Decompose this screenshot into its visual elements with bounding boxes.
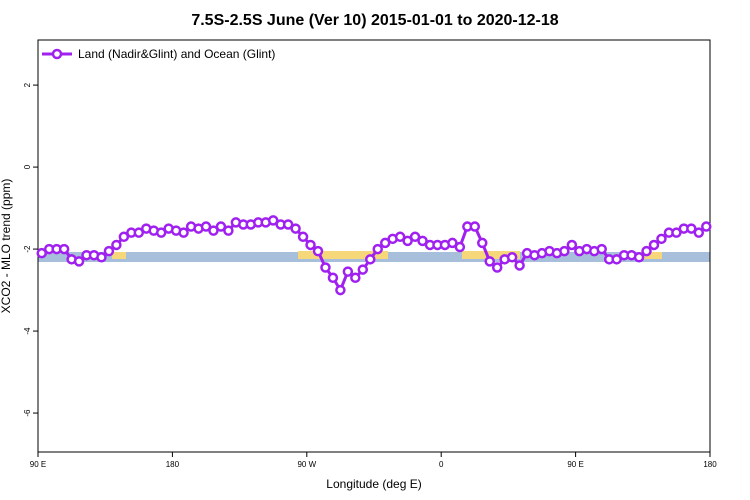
data-point [350,272,361,284]
data-point [379,237,391,249]
data-point [357,264,369,275]
data-point [596,243,607,255]
data-point [312,245,324,257]
y-tick-label: -6 [23,409,32,417]
data-point [223,225,234,236]
data-point [641,245,652,257]
data-point [656,233,667,245]
data-point [305,239,316,251]
chart-title: 7.5S-2.5S June (Ver 10) 2015-01-01 to 20… [191,12,558,29]
land-strip [112,252,126,259]
legend-label: Land (Nadir&Glint) and Ocean (Glint) [78,47,275,61]
data-point [469,221,481,232]
data-point [133,227,145,238]
data-point [372,243,383,255]
land-strip [640,252,662,259]
land-strip [298,251,388,259]
data-point [297,231,309,243]
x-tick-label: 90 W [297,460,316,469]
data-point [506,252,518,263]
data-point [633,252,645,263]
data-point [215,221,227,232]
data-point [342,266,354,277]
data-point [208,225,219,236]
data-point [267,215,279,226]
data-point [36,247,47,259]
y-tick-label: -4 [23,327,32,335]
y-axis-label: XCO2 - MLO trend (ppm) [0,179,13,314]
data-point [671,227,682,238]
data-point [417,235,428,247]
data-point [200,221,212,232]
x-tick-label: 90 E [567,460,583,469]
data-point [514,260,525,271]
data-point [447,237,458,249]
legend-marker [51,48,63,60]
data-point [402,235,413,247]
data-point [290,223,301,234]
y-tick-label: -2 [23,245,32,253]
data-point [103,245,115,257]
y-tick-label: 0 [23,164,32,169]
data-point [693,227,705,238]
data-point [327,272,339,284]
data-point [365,254,376,265]
data-point [686,223,697,234]
data-point [566,239,578,251]
data-point [73,256,85,267]
y-tick-label: 2 [23,82,32,87]
data-point [648,239,660,251]
data-point [484,256,495,267]
x-tick-label: 180 [166,460,180,469]
data-point [394,231,406,243]
data-point [611,254,622,265]
plot-frame [37,39,711,453]
data-point [559,245,570,257]
data-point [320,262,331,273]
data-point [58,243,70,255]
data-point [178,227,189,238]
data-point [118,231,130,243]
data-point [335,284,346,296]
x-axis-label: Longitude (deg E) [326,477,421,491]
x-tick-label: 0 [439,460,444,469]
data-point [454,241,466,253]
data-point [477,237,488,249]
x-tick-label: 90 E [30,460,46,469]
data-point [111,239,122,251]
x-tick-label: 180 [703,460,717,469]
data-point [491,262,503,273]
data-point [282,219,294,230]
data-point [96,252,107,263]
data-point [155,227,167,238]
land-strip [462,251,520,259]
data-point [701,221,712,232]
data-point [409,231,421,243]
